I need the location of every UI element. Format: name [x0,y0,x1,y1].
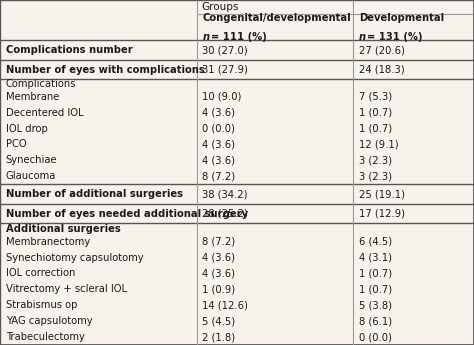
Text: Glaucoma: Glaucoma [6,171,56,181]
Text: 0 (0.0): 0 (0.0) [359,332,392,342]
Text: Congenital/developmental: Congenital/developmental [202,13,351,23]
Text: 8 (6.1): 8 (6.1) [359,316,392,326]
Text: 4 (3.6): 4 (3.6) [202,139,236,149]
Text: = 111 (%): = 111 (%) [211,32,267,42]
Text: 4 (3.6): 4 (3.6) [202,268,236,278]
Text: 14 (12.6): 14 (12.6) [202,300,248,310]
Text: 3 (2.3): 3 (2.3) [359,155,392,165]
Text: = 131 (%): = 131 (%) [367,32,423,42]
Text: Trabeculectomy: Trabeculectomy [6,332,84,342]
Text: Synechiotomy capsulotomy: Synechiotomy capsulotomy [6,253,143,263]
Text: 4 (3.6): 4 (3.6) [202,108,236,118]
Text: 38 (34.2): 38 (34.2) [202,189,248,199]
Text: 5 (3.8): 5 (3.8) [359,300,392,310]
Text: PCO: PCO [6,139,27,149]
Text: Groups: Groups [201,2,239,12]
Text: Membranectomy: Membranectomy [6,237,90,247]
Text: 4 (3.1): 4 (3.1) [359,253,392,263]
Text: Vitrectomy + scleral IOL: Vitrectomy + scleral IOL [6,284,127,294]
Text: Membrane: Membrane [6,92,59,102]
Text: IOL drop: IOL drop [6,124,47,134]
Text: 1 (0.7): 1 (0.7) [359,268,392,278]
Text: YAG capsulotomy: YAG capsulotomy [6,316,92,326]
Text: 31 (27.9): 31 (27.9) [202,65,248,75]
Text: 4 (3.6): 4 (3.6) [202,253,236,263]
Text: Strabismus op: Strabismus op [6,300,77,310]
Text: 1 (0.7): 1 (0.7) [359,108,392,118]
Text: 27 (20.6): 27 (20.6) [359,45,405,55]
Text: 7 (5.3): 7 (5.3) [359,92,392,102]
Text: 4 (3.6): 4 (3.6) [202,155,236,165]
Text: 28 (25.2): 28 (25.2) [202,209,248,219]
Text: 5 (4.5): 5 (4.5) [202,316,236,326]
Text: 6 (4.5): 6 (4.5) [359,237,392,247]
Text: 12 (9.1): 12 (9.1) [359,139,399,149]
Text: Number of additional surgeries: Number of additional surgeries [6,189,182,199]
Text: Number of eyes needed additional surgery: Number of eyes needed additional surgery [6,209,248,219]
Text: 17 (12.9): 17 (12.9) [359,209,405,219]
Text: 1 (0.9): 1 (0.9) [202,284,236,294]
Text: 24 (18.3): 24 (18.3) [359,65,404,75]
Text: 0 (0.0): 0 (0.0) [202,124,235,134]
Text: 8 (7.2): 8 (7.2) [202,237,236,247]
Text: 25 (19.1): 25 (19.1) [359,189,405,199]
Text: 10 (9.0): 10 (9.0) [202,92,242,102]
Text: Complications number: Complications number [6,45,132,55]
Text: 2 (1.8): 2 (1.8) [202,332,236,342]
Text: Number of eyes with complications: Number of eyes with complications [6,65,204,75]
Text: Synechiae: Synechiae [6,155,57,165]
Text: Developmental: Developmental [359,13,444,23]
Text: 3 (2.3): 3 (2.3) [359,171,392,181]
Text: n: n [359,32,366,42]
Text: Decentered IOL: Decentered IOL [6,108,83,118]
Text: 8 (7.2): 8 (7.2) [202,171,236,181]
Text: 30 (27.0): 30 (27.0) [202,45,248,55]
Text: n: n [202,32,210,42]
Text: Additional surgeries: Additional surgeries [6,224,120,234]
Text: Complications: Complications [6,79,76,89]
Text: 1 (0.7): 1 (0.7) [359,284,392,294]
Text: IOL correction: IOL correction [6,268,75,278]
Text: 1 (0.7): 1 (0.7) [359,124,392,134]
